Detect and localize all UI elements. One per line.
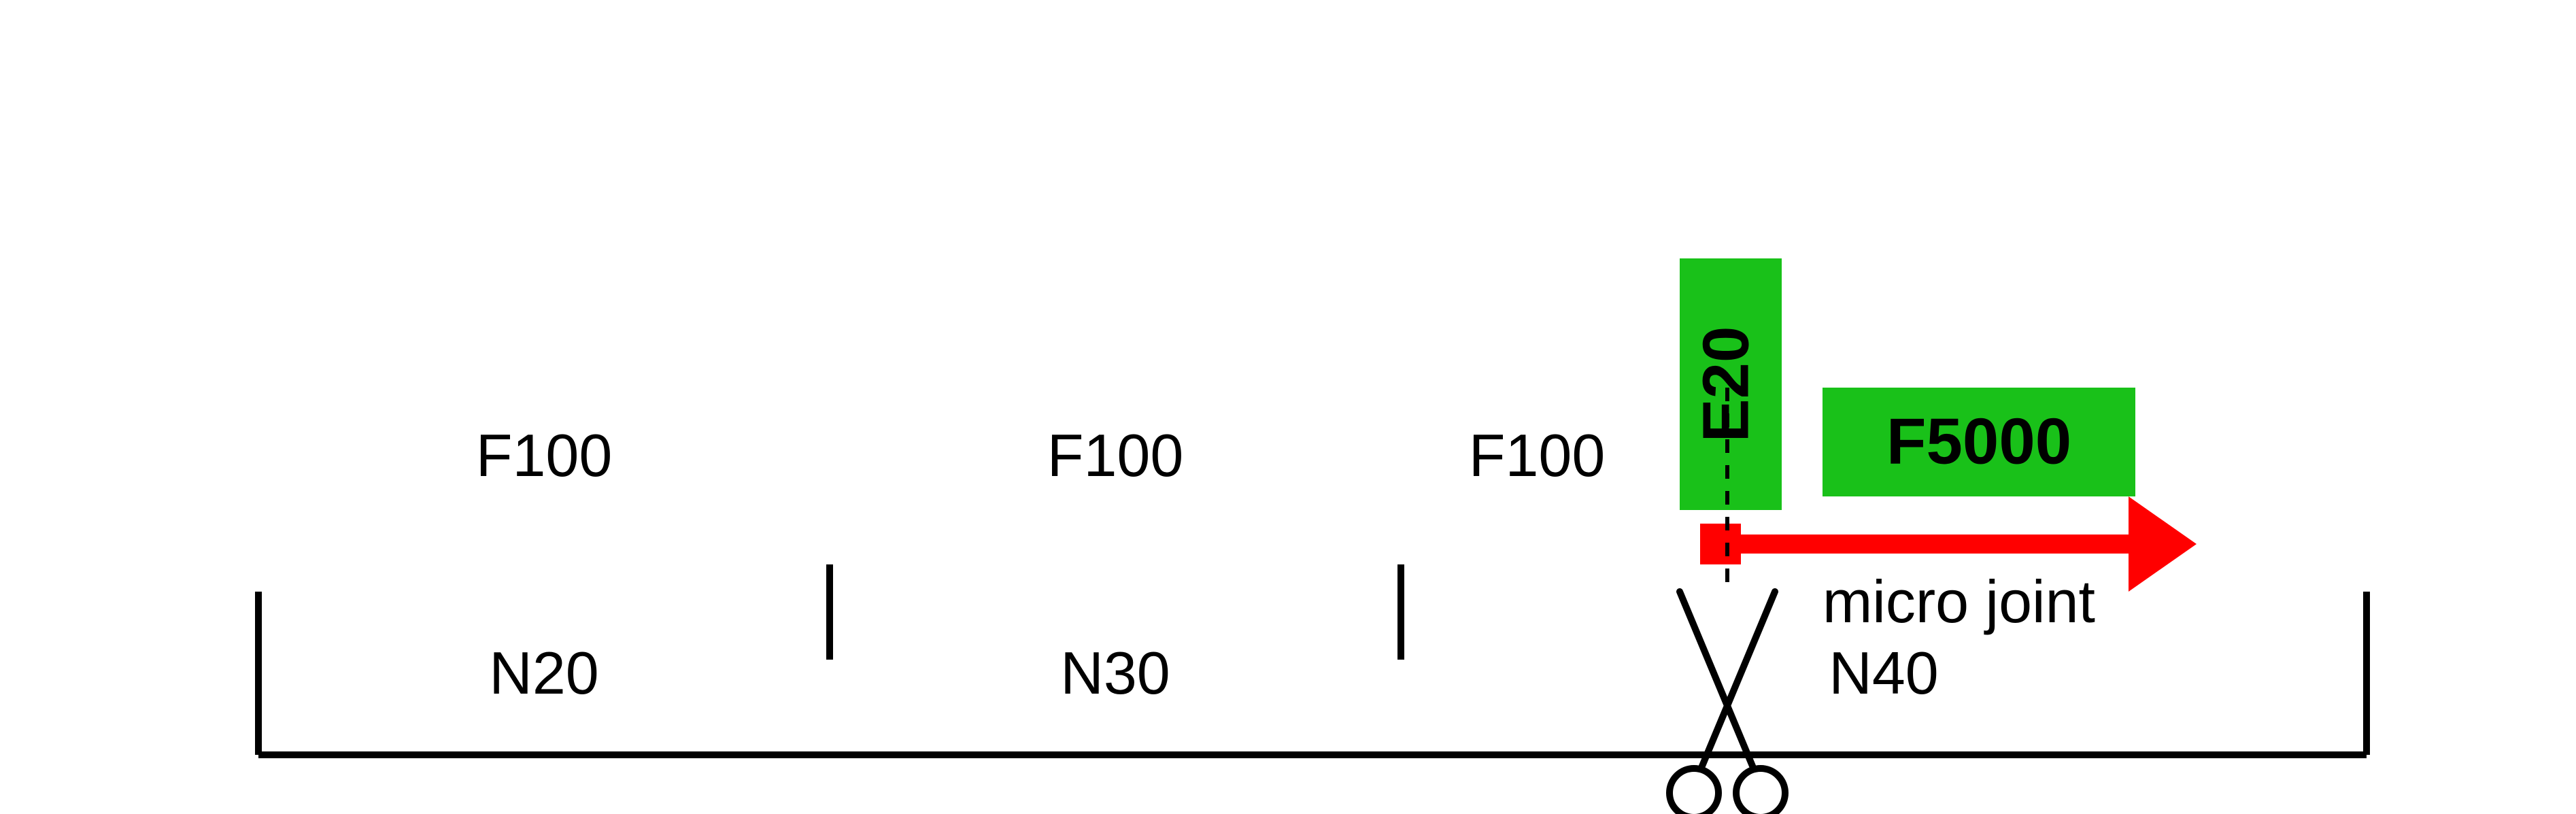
feedrate-label: F100	[1469, 422, 1606, 489]
section-label: N20	[489, 639, 598, 707]
e20-box: E20	[1680, 258, 1782, 510]
scissor-blade	[1701, 592, 1776, 768]
section-label: N30	[1060, 639, 1170, 707]
f5000-label: F5000	[1886, 405, 2071, 477]
scissor-ring	[1670, 768, 1718, 814]
scissor-ring	[1736, 768, 1785, 814]
micro-joint-arrowhead	[2129, 496, 2197, 592]
micro-joint: micro joint	[1700, 496, 2197, 635]
section-label: N40	[1829, 639, 1938, 707]
scissor-icon	[1670, 592, 1785, 814]
f5000-box: F5000	[1823, 388, 2135, 496]
micro-joint-label: micro joint	[1823, 568, 2095, 635]
micro-joint-start	[1700, 524, 1741, 564]
feedrate-label: F100	[1047, 422, 1184, 489]
scissor-blade	[1680, 592, 1754, 768]
feedrate-label: F100	[476, 422, 613, 489]
